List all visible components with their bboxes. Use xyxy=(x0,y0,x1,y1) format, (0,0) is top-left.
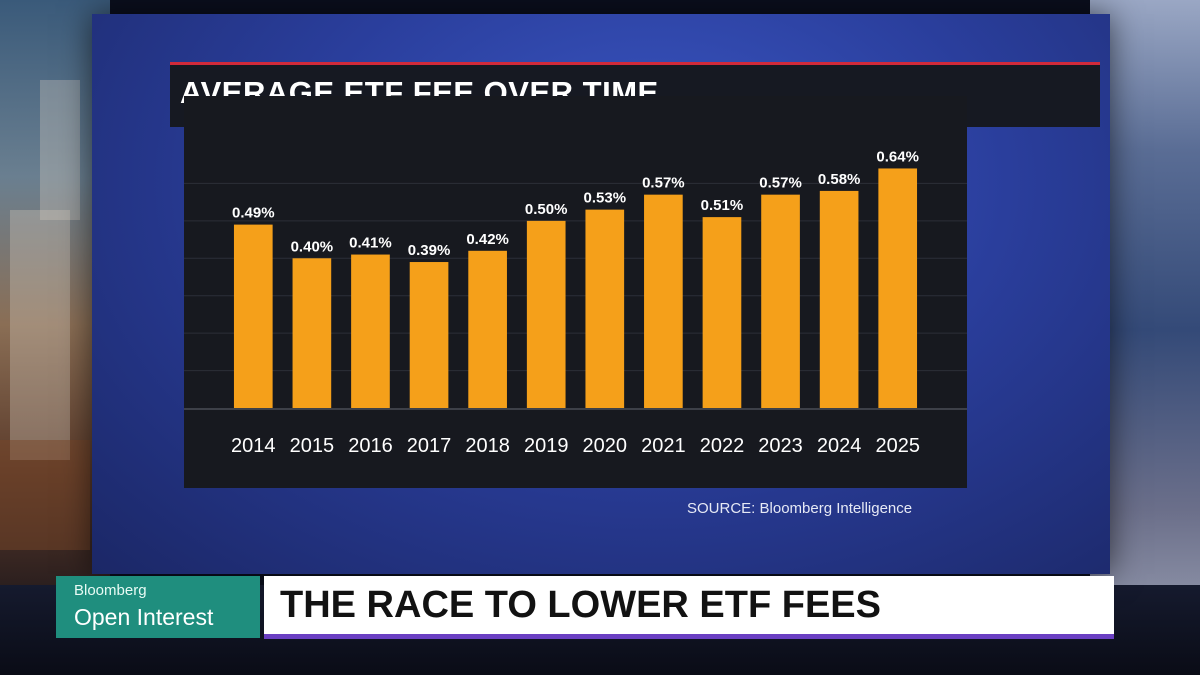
brand-name: Bloomberg xyxy=(74,582,147,599)
bar-chart: 0.49% 2014 0.40% 2015 0.41% 2016 0.39% 2017 0.42… xyxy=(184,148,967,457)
bar-2016 xyxy=(351,254,390,408)
data-label-2024: 0.58% xyxy=(818,171,861,188)
bar-2023 xyxy=(761,194,800,408)
bar-2019 xyxy=(526,220,566,408)
headline-box: THE RACE TO LOWER ETF FEES xyxy=(264,576,1114,639)
background-city-left xyxy=(0,0,110,590)
x-tick-label-2021: 2021 xyxy=(641,435,686,457)
x-tick-label-2018: 2018 xyxy=(465,435,510,457)
data-label-2022: 0.51% xyxy=(701,197,744,214)
x-tick-label-2023: 2023 xyxy=(758,435,803,457)
show-brand-box: Bloomberg Open Interest xyxy=(56,576,260,638)
data-label-2020: 0.53% xyxy=(584,190,627,207)
data-label-2025: 0.64% xyxy=(876,148,919,165)
studio-screen: AVERAGE ETF FEE OVER TIME 0.49% 2014 0.40%… xyxy=(92,14,1110,574)
headline: THE RACE TO LOWER ETF FEES xyxy=(280,584,881,626)
data-label-2021: 0.57% xyxy=(642,175,685,192)
x-tick-label-2024: 2024 xyxy=(817,435,862,457)
data-label-2017: 0.39% xyxy=(408,242,451,259)
bar-2015 xyxy=(292,258,332,408)
x-tick-label-2019: 2019 xyxy=(524,435,569,457)
data-label-2016: 0.41% xyxy=(349,235,392,252)
data-label-2019: 0.50% xyxy=(525,201,568,218)
x-tick-label-2014: 2014 xyxy=(231,435,276,457)
x-tick-label-2016: 2016 xyxy=(348,435,393,457)
data-label-2015: 0.40% xyxy=(291,238,334,255)
bar-2014 xyxy=(233,224,273,408)
x-tick-label-2015: 2015 xyxy=(290,435,335,457)
chart-panel: 0.49% 2014 0.40% 2015 0.41% 2016 0.39% 2017 0.42… xyxy=(184,96,967,488)
chart-source: SOURCE: Bloomberg Intelligence xyxy=(687,500,913,517)
x-tick-label-2020: 2020 xyxy=(583,435,628,457)
bar-2024 xyxy=(819,190,859,408)
lower-third: Bloomberg Open Interest THE RACE TO LOWE… xyxy=(56,576,1114,639)
x-tick-label-2025: 2025 xyxy=(875,435,920,457)
x-tick-label-2017: 2017 xyxy=(407,435,452,457)
bar-2018 xyxy=(468,250,507,408)
show-name: Open Interest xyxy=(74,604,214,630)
x-tick-label-2022: 2022 xyxy=(700,435,745,457)
data-label-2014: 0.49% xyxy=(232,205,275,222)
data-label-2018: 0.42% xyxy=(466,231,509,248)
bar-2017 xyxy=(409,262,449,408)
bar-2025 xyxy=(878,168,918,408)
data-label-2023: 0.57% xyxy=(759,175,802,192)
bar-2020 xyxy=(585,209,625,408)
bar-2022 xyxy=(702,217,742,408)
bar-2021 xyxy=(644,194,683,408)
